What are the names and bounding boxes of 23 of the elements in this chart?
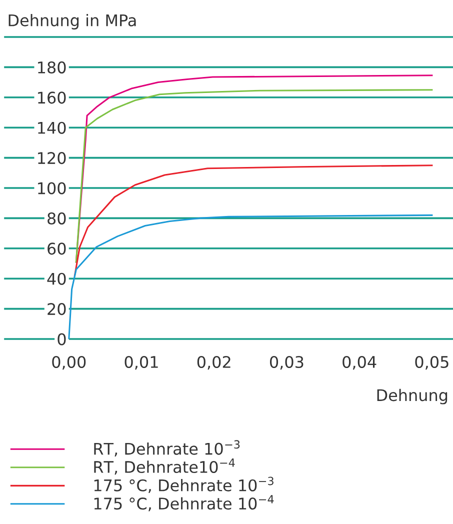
y-tick-label: 140 bbox=[38, 122, 66, 134]
y-tick-label: 100 bbox=[38, 182, 66, 194]
y-tick-label: 120 bbox=[38, 152, 66, 164]
y-tick-label: 20 bbox=[48, 303, 66, 316]
y-tick-label: 180 bbox=[38, 61, 66, 74]
x-tick-label: 0,03 bbox=[270, 356, 304, 370]
y-tick-label: 60 bbox=[48, 242, 66, 255]
y-tick-label: 0 bbox=[58, 333, 66, 346]
x-tick-label: 0,02 bbox=[197, 356, 230, 370]
legend-label: RT, Dehnrate 10$^{−3}$ bbox=[94, 440, 240, 456]
x-tick-label: 0,05 bbox=[415, 356, 448, 370]
x-tick-label: 0,00 bbox=[52, 356, 86, 370]
x-tick-label: 0,01 bbox=[124, 356, 158, 370]
line-series bbox=[74, 164, 433, 276]
legend-label: RT, Dehnrate10$^{−4}$ bbox=[94, 458, 235, 475]
y-tick-label: 80 bbox=[48, 212, 66, 224]
x-tick-label: 0,04 bbox=[342, 356, 376, 370]
y-axis-title: Dehnung in MPa bbox=[8, 14, 136, 30]
y-tick-label: 40 bbox=[47, 272, 66, 285]
x-axis-title: Dehnung bbox=[377, 388, 448, 404]
legend-label: 175 °C, Dehnrate 10$^{−3}$ bbox=[94, 476, 274, 494]
legend-label: 175 °C, Dehnrate 10$^{−4}$ bbox=[94, 495, 274, 512]
y-tick-label: 160 bbox=[38, 92, 66, 104]
